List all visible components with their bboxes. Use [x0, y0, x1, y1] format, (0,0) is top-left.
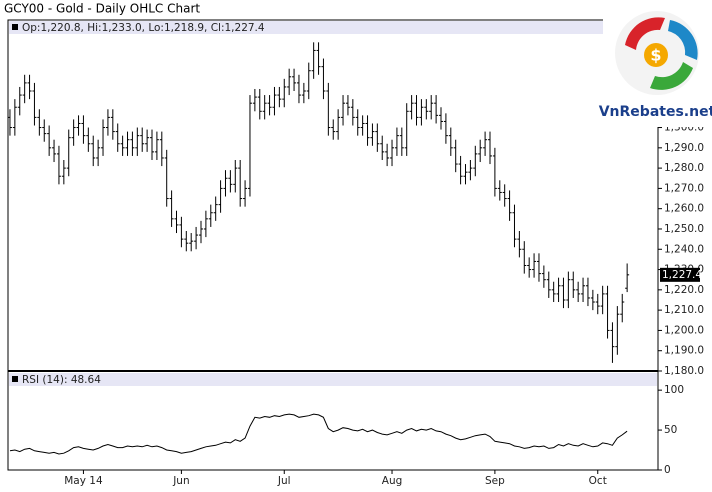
x-tick-label: Jun: [172, 475, 189, 487]
y-tick-label: 1,270.0: [664, 182, 704, 194]
rsi-label: RSI (14): 48.64: [22, 374, 101, 386]
y-tick-label: 1,250.0: [664, 223, 704, 235]
y-tick-label: 1,240.0: [664, 243, 704, 255]
logo-swirl-red: [625, 17, 665, 51]
logo: $ VnRebates.net: [599, 0, 712, 127]
last-price-label: 1,227.4: [662, 269, 702, 281]
x-tick-label: May 14: [64, 475, 103, 487]
y-tick-label: 1,260.0: [664, 203, 704, 215]
legend: Op:1,220.8, Hi:1,233.0, Lo:1,218.9, Cl:1…: [22, 22, 265, 34]
y-tick-label: 1,190.0: [664, 345, 704, 357]
x-tick-label: Jul: [277, 475, 291, 487]
logo-dollar: $: [650, 46, 661, 65]
rsi-swatch: [12, 376, 18, 382]
x-tick-label: Oct: [589, 475, 607, 487]
last-price-box: [660, 267, 700, 282]
legend-swatch: [12, 24, 18, 30]
logo-text: VnRebates.net: [599, 104, 712, 120]
y-tick-label: 1,280.0: [664, 162, 704, 174]
logo-swirl-green: [650, 62, 693, 90]
price-panel: [7, 19, 659, 372]
marks: 1,180.01,190.01,200.01,210.01,220.01,230…: [7, 42, 704, 487]
y-tick-label: 0: [664, 464, 671, 476]
price-header: [9, 21, 657, 34]
logo-swirl-blue: [668, 20, 698, 60]
x-tick-label: Sep: [485, 475, 505, 487]
y-tick-label: 1,220.0: [664, 284, 704, 296]
y-tick-label: 1,180.0: [664, 365, 704, 377]
y-tick-label: 100: [664, 384, 684, 396]
rsi-header: [9, 373, 657, 386]
chart-title: GCY00 - Gold - Daily OHLC Chart: [4, 2, 200, 16]
y-tick-label: 1,200.0: [664, 324, 704, 336]
y-tick-label: 50: [664, 424, 677, 436]
rsi-panel: [7, 370, 659, 471]
x-tick-label: Aug: [382, 475, 403, 487]
rsi-line: [9, 413, 628, 455]
logo-coin: [644, 43, 668, 67]
y-tick-label: 1,290.0: [664, 142, 704, 154]
y-tick-label: 1,210.0: [664, 304, 704, 316]
